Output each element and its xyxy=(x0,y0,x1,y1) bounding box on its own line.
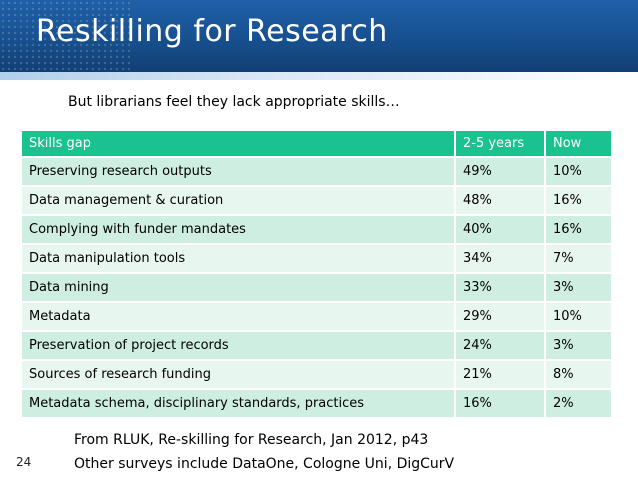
table-row: Data mining 33% 3% xyxy=(22,274,611,303)
skill-cell: Preservation of project records xyxy=(22,332,456,361)
skill-cell: Metadata schema, disciplinary standards,… xyxy=(22,390,456,419)
now-pct-cell: 16% xyxy=(546,187,611,216)
now-pct-cell: 3% xyxy=(546,274,611,303)
future-pct-cell: 24% xyxy=(456,332,546,361)
table-row: Data manipulation tools 34% 7% xyxy=(22,245,611,274)
column-header-now: Now xyxy=(546,131,611,158)
skill-cell: Data mining xyxy=(22,274,456,303)
now-pct-cell: 2% xyxy=(546,390,611,419)
future-pct-cell: 16% xyxy=(456,390,546,419)
future-pct-cell: 34% xyxy=(456,245,546,274)
title-bar-dot-pattern xyxy=(0,0,130,72)
title-underline xyxy=(0,72,638,80)
now-pct-cell: 16% xyxy=(546,216,611,245)
table-row: Complying with funder mandates 40% 16% xyxy=(22,216,611,245)
table-row: Preserving research outputs 49% 10% xyxy=(22,158,611,187)
slide-subtitle: But librarians feel they lack appropriat… xyxy=(68,94,400,110)
slide-title: Reskilling for Research xyxy=(36,14,388,49)
skill-cell: Preserving research outputs xyxy=(22,158,456,187)
column-header-2-5-years: 2-5 years xyxy=(456,131,546,158)
source-citation: From RLUK, Re-skilling for Research, Jan… xyxy=(74,432,429,448)
future-pct-cell: 33% xyxy=(456,274,546,303)
now-pct-cell: 10% xyxy=(546,158,611,187)
other-surveys-note: Other surveys include DataOne, Cologne U… xyxy=(74,456,455,472)
skill-cell: Sources of research funding xyxy=(22,361,456,390)
now-pct-cell: 7% xyxy=(546,245,611,274)
future-pct-cell: 48% xyxy=(456,187,546,216)
now-pct-cell: 10% xyxy=(546,303,611,332)
table-header-row: Skills gap 2-5 years Now xyxy=(22,131,611,158)
table-row: Data management & curation 48% 16% xyxy=(22,187,611,216)
skill-cell: Complying with funder mandates xyxy=(22,216,456,245)
skill-cell: Data manipulation tools xyxy=(22,245,456,274)
title-bar: Reskilling for Research xyxy=(0,0,638,72)
table-row: Metadata schema, disciplinary standards,… xyxy=(22,390,611,419)
future-pct-cell: 21% xyxy=(456,361,546,390)
table-row: Preservation of project records 24% 3% xyxy=(22,332,611,361)
column-header-skills-gap: Skills gap xyxy=(22,131,456,158)
now-pct-cell: 8% xyxy=(546,361,611,390)
table-row: Sources of research funding 21% 8% xyxy=(22,361,611,390)
skill-cell: Data management & curation xyxy=(22,187,456,216)
table-row: Metadata 29% 10% xyxy=(22,303,611,332)
now-pct-cell: 3% xyxy=(546,332,611,361)
source-notes: From RLUK, Re-skilling for Research, Jan… xyxy=(74,428,454,476)
future-pct-cell: 49% xyxy=(456,158,546,187)
future-pct-cell: 40% xyxy=(456,216,546,245)
slide-number: 24 xyxy=(16,455,32,469)
skill-cell: Metadata xyxy=(22,303,456,332)
future-pct-cell: 29% xyxy=(456,303,546,332)
skills-gap-table: Skills gap 2-5 years Now Preserving rese… xyxy=(22,131,611,419)
